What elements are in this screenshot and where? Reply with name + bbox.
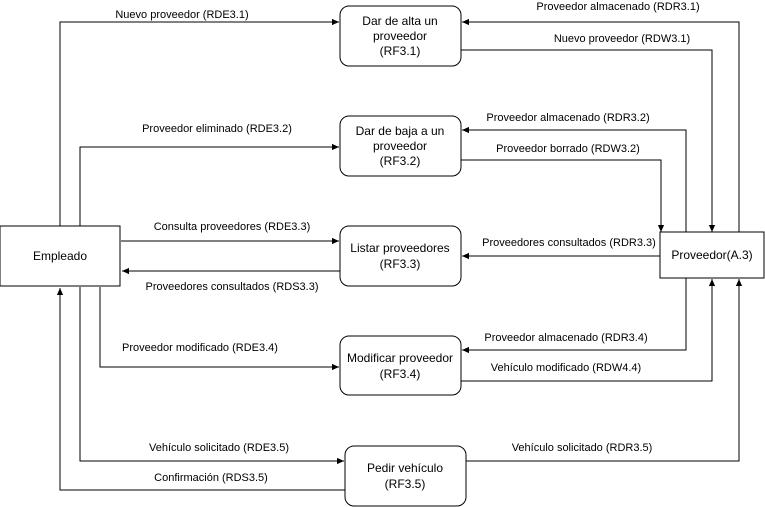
nodes: Empleado Proveedor(A.3) Dar de alta un p… — [0, 5, 765, 507]
node-rf31-line-1: Dar de alta un — [362, 14, 437, 28]
edges — [56, 18, 743, 491]
node-rf35-line-1: Pedir vehículo — [367, 461, 443, 475]
node-rf32-line-2: proveedor — [373, 139, 427, 153]
edge-rde35 — [79, 287, 344, 465]
edge-rdr32 — [462, 126, 687, 247]
label-rdr33: Proveedores consultados (RDR3.3) — [482, 237, 656, 249]
node-rf31-line-3: (RF3.1) — [380, 44, 421, 58]
edge-labels: Nuevo proveedor (RDE3.1) Proveedor almac… — [115, 1, 699, 484]
edge-rds35 — [56, 288, 345, 491]
node-rf35-line-2: (RF3.5) — [385, 477, 426, 491]
node-rf32: Dar de baja a un proveedor (RF3.2) — [339, 115, 462, 177]
node-rf32-line-3: (RF3.2) — [380, 154, 421, 168]
edge-rdw44 — [461, 279, 716, 382]
edge-rde32 — [79, 143, 339, 226]
node-empleado-label: Empleado — [33, 249, 87, 263]
edge-rde34 — [99, 287, 339, 371]
node-proveedor-label: Proveedor(A.3) — [671, 248, 752, 262]
label-rdr31: Proveedor almacenado (RDR3.1) — [536, 1, 699, 13]
label-rde33: Consulta proveedores (RDE3.3) — [154, 221, 311, 233]
edge-rdr34 — [462, 278, 687, 354]
label-rde35: Vehículo solicitado (RDE3.5) — [149, 442, 289, 454]
edge-rdw31 — [461, 49, 716, 232]
node-rf33-line-1: Listar proveedores — [350, 241, 449, 255]
edge-rde31 — [59, 18, 339, 226]
node-rf31-line-2: proveedor — [373, 29, 427, 43]
node-rf31: Dar de alta un proveedor (RF3.1) — [339, 5, 462, 67]
node-empleado: Empleado — [0, 225, 121, 287]
node-rf34-line-1: Modificar proveedor — [347, 351, 453, 365]
node-proveedor: Proveedor(A.3) — [659, 231, 765, 279]
label-rdr34: Proveedor almacenado (RDR3.4) — [484, 332, 647, 344]
node-rf33: Listar proveedores (RF3.3) — [339, 225, 462, 287]
edge-rdw32 — [461, 159, 665, 232]
label-rdr35: Vehículo solicitado (RDR3.5) — [512, 442, 653, 454]
edge-rdr31 — [462, 18, 740, 247]
label-rdw31: Nuevo proveedor (RDW3.1) — [554, 33, 690, 45]
label-rdr32: Proveedor almacenado (RDR3.2) — [486, 112, 649, 124]
edge-rdr35 — [466, 279, 743, 462]
node-rf33-line-2: (RF3.3) — [380, 257, 421, 271]
node-rf34: Modificar proveedor (RF3.4) — [339, 335, 462, 396]
label-rde31: Nuevo proveedor (RDE3.1) — [115, 9, 248, 21]
node-rf34-line-2: (RF3.4) — [380, 367, 421, 381]
label-rdw32: Proveedor borrado (RDW3.2) — [496, 143, 640, 155]
node-rf32-line-1: Dar de baja a un — [356, 124, 445, 138]
label-rdw44: Vehículo modificado (RDW4.4) — [491, 362, 641, 374]
label-rds33: Proveedores consultados (RDS3.3) — [145, 281, 318, 293]
label-rde32: Proveedor eliminado (RDE3.2) — [142, 123, 292, 135]
node-rf35: Pedir vehículo (RF3.5) — [344, 445, 467, 507]
label-rds35: Confirmación (RDS3.5) — [154, 472, 268, 484]
label-rde34: Proveedor modificado (RDE3.4) — [122, 342, 278, 354]
